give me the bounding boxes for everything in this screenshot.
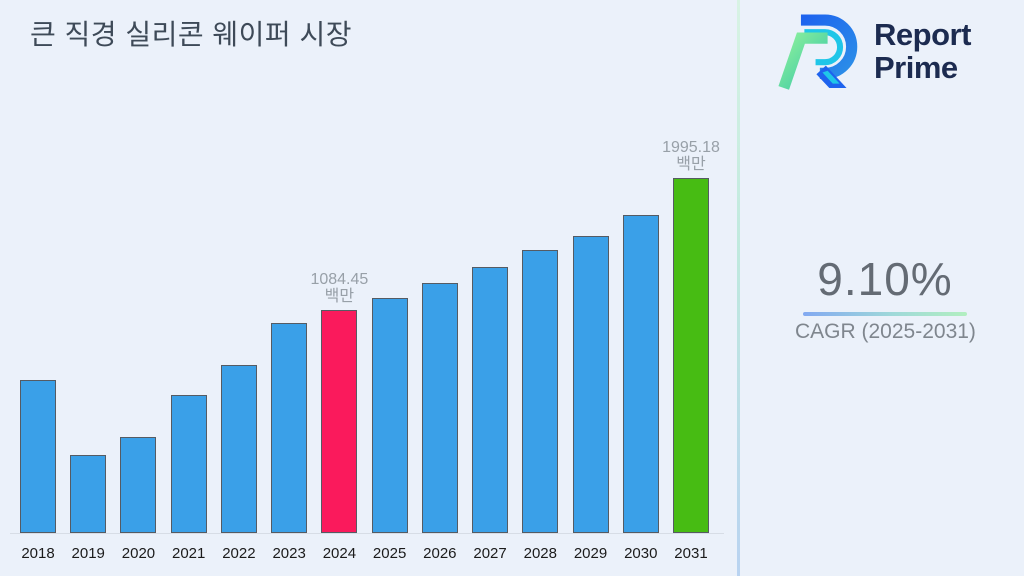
panel-divider — [737, 0, 740, 576]
bar-2023 — [271, 323, 308, 533]
x-tick-label-2018: 2018 — [21, 545, 55, 562]
x-tick-label-2026: 2026 — [423, 545, 457, 562]
page-title: 큰 직경 실리콘 웨이퍼 시장 — [30, 19, 352, 50]
value-label-unit: 백만 — [324, 288, 355, 305]
brand-name: Report Prime — [874, 18, 971, 84]
x-axis-line — [10, 533, 724, 534]
cagr-block: 9.10% CAGR (2025-2031) — [795, 252, 976, 344]
x-tick-label-2027: 2027 — [473, 545, 507, 562]
x-tick-label-2020: 2020 — [121, 545, 156, 562]
x-tick-label-2031: 2031 — [674, 545, 708, 562]
x-tick-label-2028: 2028 — [523, 545, 557, 562]
bar-2021 — [170, 395, 207, 533]
bar-2027 — [472, 267, 509, 533]
report-prime-logo-icon — [778, 14, 858, 90]
bar-2019 — [70, 455, 107, 533]
bar-2031 — [672, 178, 709, 533]
x-tick-label-2030: 2030 — [624, 545, 658, 562]
bar-2030 — [622, 215, 659, 533]
bar-2024 — [321, 310, 358, 533]
bar-2022 — [220, 365, 257, 533]
brand-line2: Prime — [874, 50, 958, 85]
cagr-underline — [803, 312, 967, 316]
x-tick-label-2021: 2021 — [172, 545, 206, 562]
bar-2018 — [20, 380, 56, 533]
value-label-2031: 1995.18 백만 — [636, 139, 746, 173]
brand-line1: Report — [874, 17, 971, 52]
x-tick-label-2019: 2019 — [71, 545, 105, 562]
x-tick-label-2022: 2022 — [222, 545, 256, 562]
x-tick-label-2025: 2025 — [372, 545, 407, 562]
bar-chart: 2018 2019 2020 2021 2022 2023 1084.45 백만 2024 202… — [10, 139, 724, 562]
value-label-number: 1995.18 — [662, 139, 720, 156]
bar-2025 — [371, 298, 408, 533]
x-tick-label-2024: 2024 — [322, 545, 357, 562]
cagr-value: 9.10% — [817, 253, 953, 305]
bar-2020 — [120, 437, 157, 533]
x-tick-label-2029: 2029 — [573, 545, 608, 562]
value-label-2024: 1084.45 백만 — [284, 271, 394, 305]
value-label-unit: 백만 — [676, 156, 706, 173]
cagr-label: CAGR (2025-2031) — [795, 320, 976, 343]
bar-2028 — [522, 250, 559, 533]
bar-2029 — [572, 236, 609, 533]
value-label-number: 1084.45 — [310, 271, 369, 288]
brand-logo: Report Prime — [776, 8, 971, 94]
bar-2026 — [421, 283, 458, 533]
x-tick-label-2023: 2023 — [272, 545, 306, 562]
